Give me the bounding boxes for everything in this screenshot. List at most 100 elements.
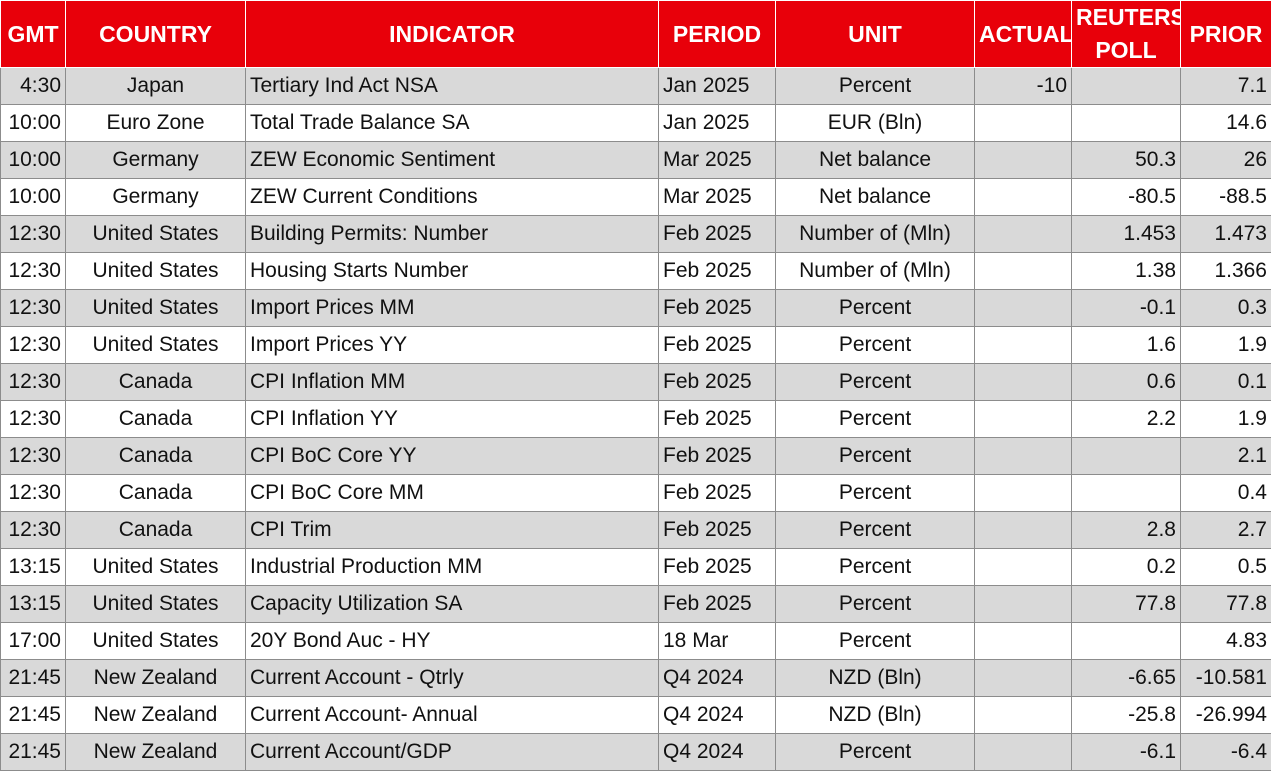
cell-gmt: 12:30 [1,512,66,549]
cell-unit: NZD (Bln) [776,697,975,734]
cell-indicator: Import Prices YY [246,327,659,364]
cell-country: New Zealand [66,697,246,734]
cell-indicator: Building Permits: Number [246,216,659,253]
cell-gmt: 17:00 [1,623,66,660]
cell-unit: Net balance [776,179,975,216]
cell-indicator: CPI Inflation MM [246,364,659,401]
cell-gmt: 12:30 [1,216,66,253]
cell-country: United States [66,623,246,660]
cell-actual [975,438,1072,475]
cell-period: Mar 2025 [659,142,776,179]
cell-actual [975,697,1072,734]
cell-gmt: 12:30 [1,327,66,364]
cell-actual [975,216,1072,253]
cell-unit: Percent [776,586,975,623]
cell-gmt: 12:30 [1,475,66,512]
cell-reuters-poll: -6.65 [1072,660,1181,697]
cell-period: Feb 2025 [659,327,776,364]
cell-period: Feb 2025 [659,216,776,253]
cell-country: United States [66,216,246,253]
cell-actual [975,512,1072,549]
cell-actual [975,364,1072,401]
cell-actual [975,105,1072,142]
cell-unit: Percent [776,290,975,327]
cell-prior: 0.1 [1181,364,1271,401]
cell-prior: -88.5 [1181,179,1271,216]
cell-unit: Percent [776,475,975,512]
header-row: GMT COUNTRY INDICATOR PERIOD UNIT ACTUAL… [1,1,1271,68]
cell-actual [975,660,1072,697]
cell-gmt: 13:15 [1,586,66,623]
cell-country: United States [66,253,246,290]
cell-prior: 77.8 [1181,586,1271,623]
cell-prior: 1.9 [1181,401,1271,438]
cell-period: Jan 2025 [659,105,776,142]
cell-period: Feb 2025 [659,586,776,623]
cell-indicator: Import Prices MM [246,290,659,327]
cell-unit: Number of (Mln) [776,216,975,253]
cell-reuters-poll: -80.5 [1072,179,1181,216]
cell-actual [975,142,1072,179]
cell-indicator: ZEW Economic Sentiment [246,142,659,179]
cell-period: Feb 2025 [659,401,776,438]
cell-country: United States [66,327,246,364]
cell-indicator: Tertiary Ind Act NSA [246,68,659,105]
cell-country: Germany [66,142,246,179]
cell-unit: NZD (Bln) [776,660,975,697]
cell-indicator: CPI BoC Core MM [246,475,659,512]
cell-unit: Percent [776,327,975,364]
cell-indicator: CPI BoC Core YY [246,438,659,475]
cell-reuters-poll [1072,105,1181,142]
cell-prior: 1.366 [1181,253,1271,290]
cell-prior: -26.994 [1181,697,1271,734]
cell-indicator: CPI Trim [246,512,659,549]
cell-country: Canada [66,401,246,438]
cell-country: United States [66,290,246,327]
cell-period: 18 Mar [659,623,776,660]
cell-gmt: 10:00 [1,142,66,179]
cell-prior: 2.1 [1181,438,1271,475]
cell-gmt: 12:30 [1,438,66,475]
cell-reuters-poll: 2.8 [1072,512,1181,549]
cell-unit: Percent [776,364,975,401]
cell-unit: Percent [776,549,975,586]
cell-period: Feb 2025 [659,438,776,475]
cell-actual [975,475,1072,512]
cell-actual [975,327,1072,364]
cell-country: Canada [66,364,246,401]
cell-unit: Percent [776,512,975,549]
cell-actual [975,586,1072,623]
cell-period: Feb 2025 [659,549,776,586]
cell-period: Feb 2025 [659,364,776,401]
cell-actual [975,623,1072,660]
cell-gmt: 21:45 [1,660,66,697]
cell-indicator: Housing Starts Number [246,253,659,290]
cell-gmt: 12:30 [1,253,66,290]
cell-country: New Zealand [66,660,246,697]
cell-country: Euro Zone [66,105,246,142]
cell-country: Canada [66,475,246,512]
cell-indicator: CPI Inflation YY [246,401,659,438]
cell-prior: 7.1 [1181,68,1271,105]
cell-country: United States [66,549,246,586]
cell-reuters-poll [1072,68,1181,105]
header-prior: PRIOR [1181,1,1271,68]
header-unit: UNIT [776,1,975,68]
cell-gmt: 12:30 [1,401,66,438]
cell-reuters-poll [1072,475,1181,512]
header-period: PERIOD [659,1,776,68]
cell-period: Feb 2025 [659,253,776,290]
